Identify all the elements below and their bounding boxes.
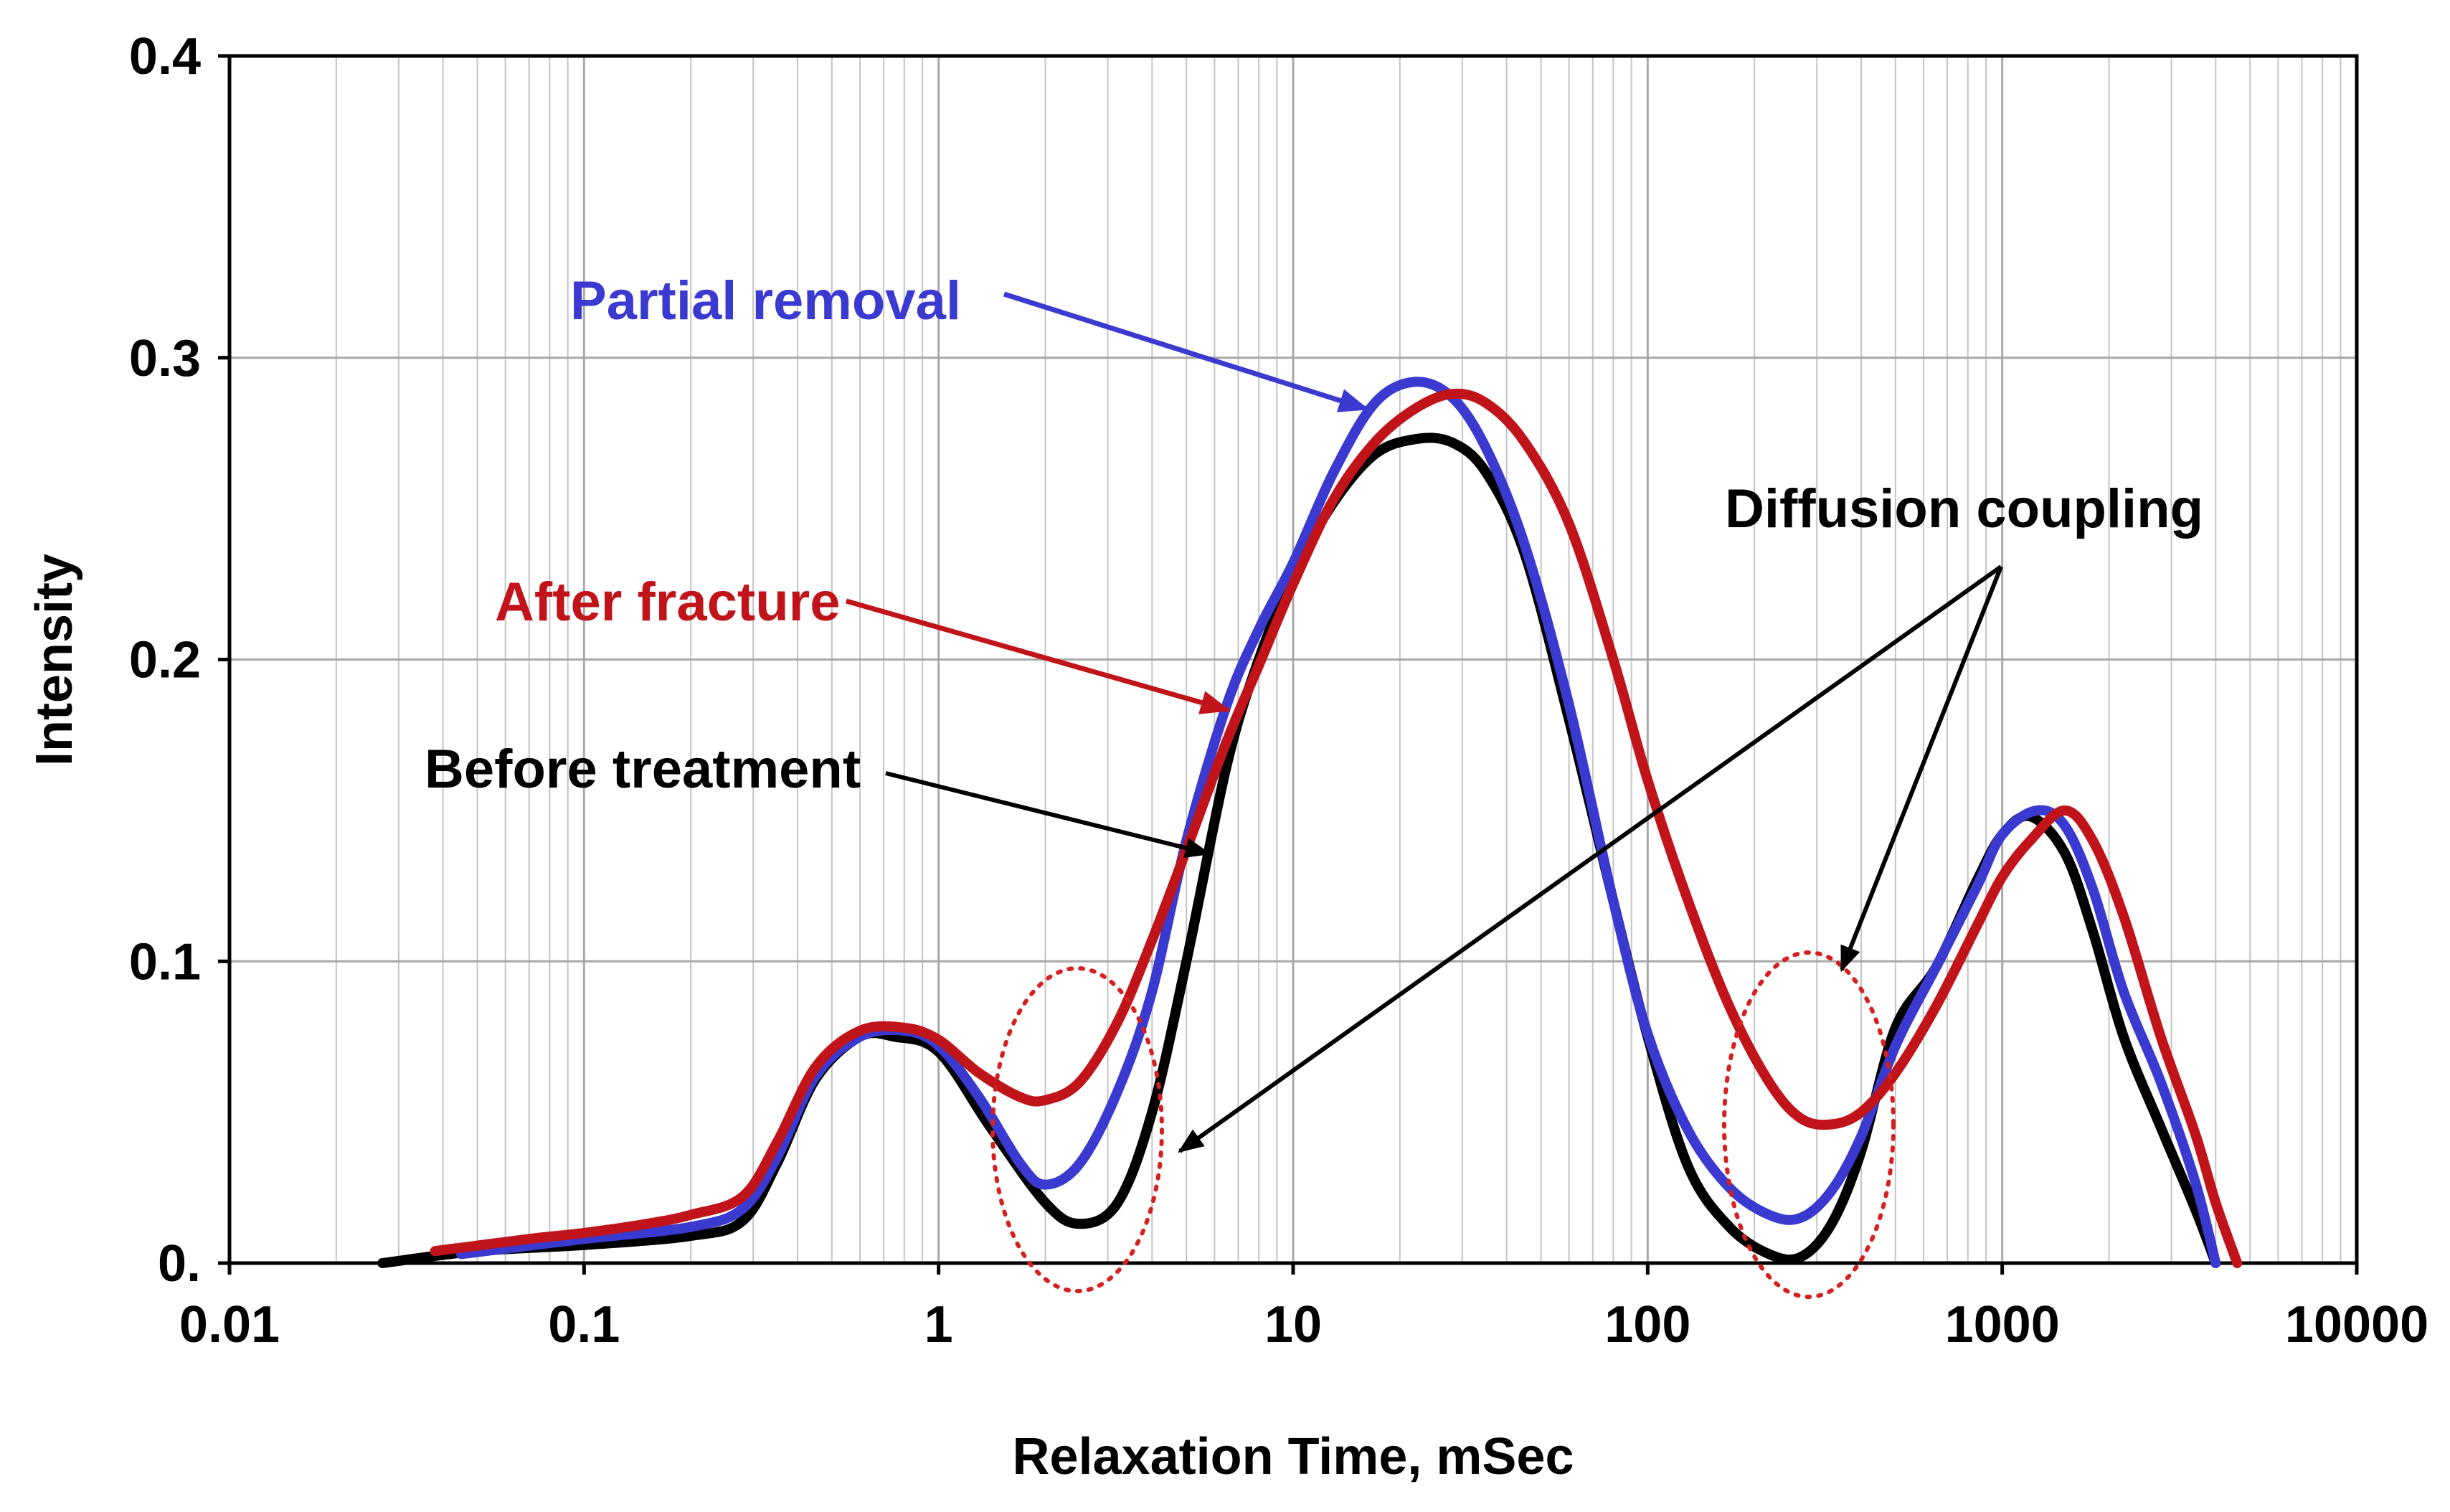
diffusion-coupling-ellipse-1 [990,966,1164,1293]
x-tick-label: 0.1 [548,1296,620,1353]
y-tick-label: 0.2 [129,632,201,689]
partial-removal-arrow [1003,291,1370,412]
arrow-layer [846,291,2003,1153]
diffusion-coupling-arrow-1 [1178,564,2002,1153]
y-tick-label: 0. [158,1235,201,1293]
series-line-after-fracture [430,388,2243,1268]
x-axis-ticks: 0.01 0.1 1 10 100 1000 10000 [179,1263,2428,1353]
diffusion-coupling-label: Diffusion coupling [1725,478,2203,539]
x-tick-label: 0.01 [179,1296,280,1353]
x-tick-label: 100 [1604,1296,1690,1353]
y-tick-label: 0.3 [129,330,201,387]
diffusion-coupling-ellipse-2 [1722,950,1896,1299]
y-axis-ticks: 0. 0.1 0.2 0.3 0.4 [129,28,230,1293]
partial-removal-label: Partial removal [570,270,961,331]
before-treatment-label: Before treatment [425,739,861,800]
y-tick-label: 0.4 [129,28,201,85]
series-layer [377,377,2243,1268]
ellipse-layer [990,950,1896,1299]
grid [230,56,2357,1263]
after-fracture-arrow [846,598,1231,714]
y-tick-label: 0.1 [129,933,201,991]
x-tick-label: 1000 [1945,1296,2060,1353]
before-treatment-arrow [885,771,1211,859]
x-tick-label: 10 [1264,1296,1322,1353]
diffusion-coupling-arrow-2 [1840,565,2003,973]
after-fracture-label: After fracture [495,572,840,633]
x-tick-label: 1 [924,1296,953,1353]
y-axis-title: Intensity [26,554,83,766]
x-tick-label: 10000 [2285,1296,2428,1353]
x-axis-title: Relaxation Time, mSec [1013,1428,1574,1485]
